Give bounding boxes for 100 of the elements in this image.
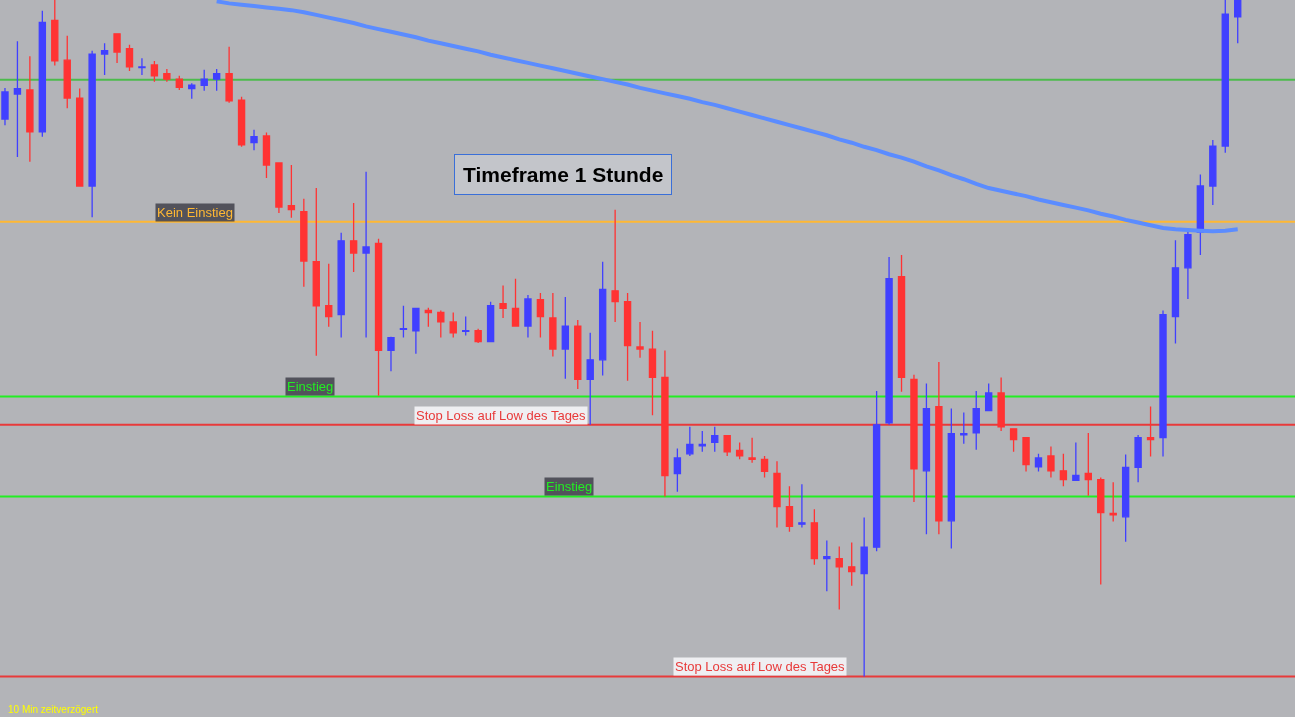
candlestick <box>287 164 296 219</box>
candlestick <box>1184 230 1192 300</box>
candlestick <box>1134 434 1142 483</box>
candlestick <box>711 426 719 453</box>
candlestick <box>275 162 283 214</box>
candlestick <box>686 426 694 457</box>
candlestick <box>1047 445 1055 479</box>
ref-line-label: Kein Einstieg <box>157 205 233 220</box>
candlestick <box>51 0 59 67</box>
candlestick <box>1109 481 1117 523</box>
candlestick <box>1221 0 1229 154</box>
candlestick <box>362 171 370 339</box>
candlestick <box>586 332 594 426</box>
candlestick <box>38 10 47 138</box>
candlestick <box>1072 441 1080 481</box>
candlestick <box>760 455 769 479</box>
candlestick <box>250 129 258 151</box>
candlestick <box>561 296 570 380</box>
candlestick <box>1209 139 1217 206</box>
candlestick <box>63 35 71 109</box>
candlestick <box>984 382 993 412</box>
candlestick <box>1234 0 1242 44</box>
candlestick <box>337 232 345 339</box>
candlestick <box>860 516 868 678</box>
candlestick <box>1034 453 1043 473</box>
candlestick <box>823 539 831 592</box>
candlestick <box>1 87 9 126</box>
candlestick <box>997 376 1005 432</box>
candlestick <box>412 307 420 355</box>
candlestick <box>387 336 395 372</box>
candlestick <box>499 284 507 319</box>
candlestick <box>312 187 320 357</box>
candlestick <box>100 42 109 76</box>
candlestick <box>673 447 682 493</box>
candlestick <box>75 87 84 187</box>
candlestick <box>1146 405 1155 458</box>
candlestick <box>1121 453 1130 543</box>
candlestick <box>125 43 134 72</box>
ref-line-label: Stop Loss auf Low des Tages <box>675 659 846 674</box>
candlestick <box>810 508 819 566</box>
candlestick <box>325 263 333 328</box>
candlestick <box>449 311 457 339</box>
candlestick <box>262 131 271 179</box>
candlestick <box>922 382 931 536</box>
candlestick <box>536 292 545 339</box>
candlestick <box>399 305 408 339</box>
candlestick <box>138 57 146 76</box>
candlestick <box>549 292 557 358</box>
candlestick <box>150 60 159 83</box>
candlestick <box>13 40 22 158</box>
candlestick <box>598 261 607 377</box>
text: Timeframe 1 Stunde <box>463 163 664 186</box>
text: 10 Min zeitverzögert <box>8 704 99 715</box>
candlestick <box>785 485 794 533</box>
candlestick <box>462 315 470 337</box>
candlestick <box>486 301 495 343</box>
candlestick <box>947 407 956 550</box>
candlestick <box>212 68 221 92</box>
candlestick <box>113 33 121 64</box>
candlestick <box>648 330 657 416</box>
candlestick <box>349 202 358 273</box>
candlestick <box>374 238 383 397</box>
candlestick <box>735 441 744 460</box>
candlestick <box>474 328 482 344</box>
ref-line-label: Einstieg <box>287 379 334 394</box>
candlestick <box>972 390 980 451</box>
candlestick <box>26 55 34 163</box>
candlestick <box>175 75 184 91</box>
candlestick <box>698 430 706 453</box>
candlestick <box>935 361 943 536</box>
candlestick <box>1171 239 1180 345</box>
candlestick <box>773 460 781 529</box>
candlestick <box>163 68 171 83</box>
candlestick <box>1159 309 1167 458</box>
ref-line-label: Stop Loss auf Low des Tages <box>416 408 587 423</box>
candlestick <box>872 390 881 552</box>
candlestick <box>848 541 856 587</box>
candlestick <box>1196 173 1205 256</box>
candlestick <box>437 309 445 339</box>
candlestick <box>748 436 756 464</box>
candlestick <box>511 278 520 328</box>
candlestick <box>1084 432 1092 497</box>
candlestick <box>424 307 433 328</box>
candlestick <box>200 69 208 92</box>
candlestick <box>611 209 619 323</box>
candlestick <box>910 374 918 503</box>
candlestick <box>1059 453 1068 487</box>
candlestick <box>835 545 843 611</box>
candlestick <box>88 50 96 218</box>
candlestick <box>661 349 669 498</box>
candlestick <box>723 434 731 457</box>
candlestick <box>1009 428 1018 453</box>
candlestick <box>237 96 246 148</box>
candlestick <box>623 292 632 382</box>
candlestick <box>1097 476 1105 586</box>
candlestick <box>636 321 644 359</box>
candlestick <box>524 294 532 339</box>
candlestick <box>960 411 968 445</box>
candlestick <box>798 483 806 529</box>
candlestick <box>897 254 906 393</box>
